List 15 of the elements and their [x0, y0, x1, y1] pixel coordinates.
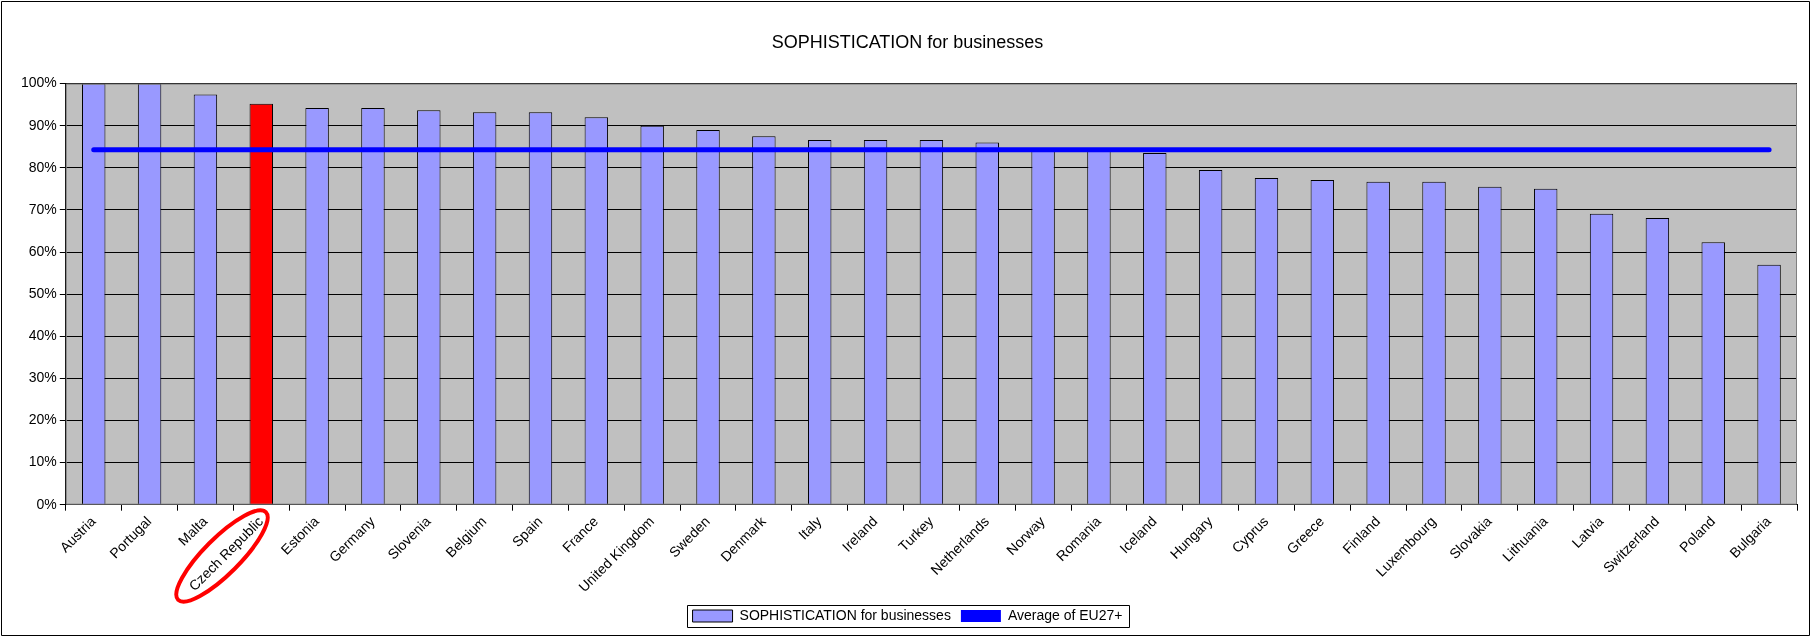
y-tick-label: 50% [28, 285, 57, 301]
y-tick-label: 10% [28, 453, 57, 470]
legend-label: SOPHISTICATION for businesses [739, 606, 951, 623]
y-tick-label: 90% [28, 116, 57, 133]
legend-label: Average of EU27+ [1007, 606, 1123, 623]
y-tick-label: 100% [20, 74, 57, 91]
y-tick-label: 70% [28, 200, 57, 217]
y-tick-label: 80% [28, 158, 57, 175]
y-tick-label: 40% [28, 327, 57, 344]
x-tick-label: Italy [795, 513, 825, 543]
y-tick-label: 30% [28, 369, 57, 386]
chart-title: SOPHISTICATION for businesses [771, 31, 1044, 52]
y-tick-label: 60% [28, 242, 57, 259]
y-tick-label: 0% [36, 495, 57, 512]
y-tick-label: 20% [28, 411, 57, 428]
